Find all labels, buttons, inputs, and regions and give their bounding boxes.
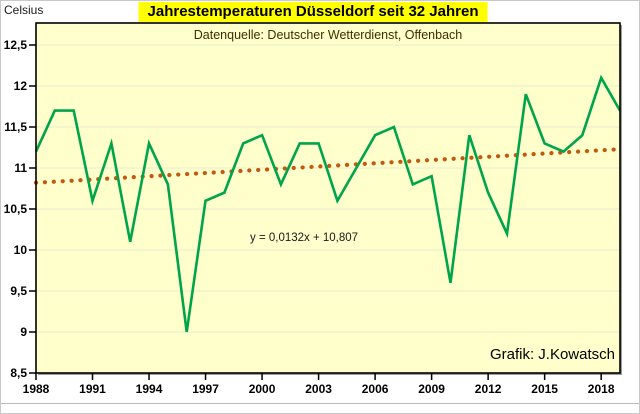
x-tick-label: 2012 xyxy=(474,382,502,396)
y-axis-unit-label: Celsius xyxy=(4,3,44,17)
x-tick-label: 2000 xyxy=(248,382,276,396)
y-tick-label: 11,5 xyxy=(4,120,27,134)
y-tick-label: 10 xyxy=(13,243,27,257)
temperature-series-line xyxy=(34,74,622,333)
data-source-subtitle: Datenquelle: Deutscher Wetterdienst, Off… xyxy=(193,28,463,42)
y-tick-label: 12,5 xyxy=(3,38,27,52)
bottom-divider xyxy=(0,403,640,404)
x-tick-label: 2006 xyxy=(361,382,389,396)
trend-equation-label: y = 0,0132x + 10,807 xyxy=(250,232,359,244)
y-tick-label: 11 xyxy=(14,161,27,175)
x-tick-label: 2015 xyxy=(531,382,558,396)
y-tick-label: 9 xyxy=(20,325,27,339)
x-tick-label: 1988 xyxy=(22,382,50,396)
plot-border xyxy=(35,22,621,374)
trend-line xyxy=(33,147,623,185)
y-tick-label: 8,5 xyxy=(10,366,27,380)
x-tick-label: 1997 xyxy=(192,382,219,396)
x-tick-label: 1991 xyxy=(79,382,106,396)
x-tick-label: 2003 xyxy=(305,382,332,396)
y-tick-label: 10,5 xyxy=(3,202,27,216)
plot-area xyxy=(36,23,620,373)
x-tick-label: 1994 xyxy=(135,382,163,396)
y-tick-label: 12 xyxy=(13,79,27,93)
y-tick-label: 9,5 xyxy=(10,284,27,298)
chart-title: Jahrestemperaturen Düsseldorf seit 32 Ja… xyxy=(138,2,488,22)
x-tick-label: 2009 xyxy=(418,382,445,396)
x-tick-label: 2018 xyxy=(587,382,615,396)
credit-label: Grafik: J.Kowatsch xyxy=(489,346,615,363)
